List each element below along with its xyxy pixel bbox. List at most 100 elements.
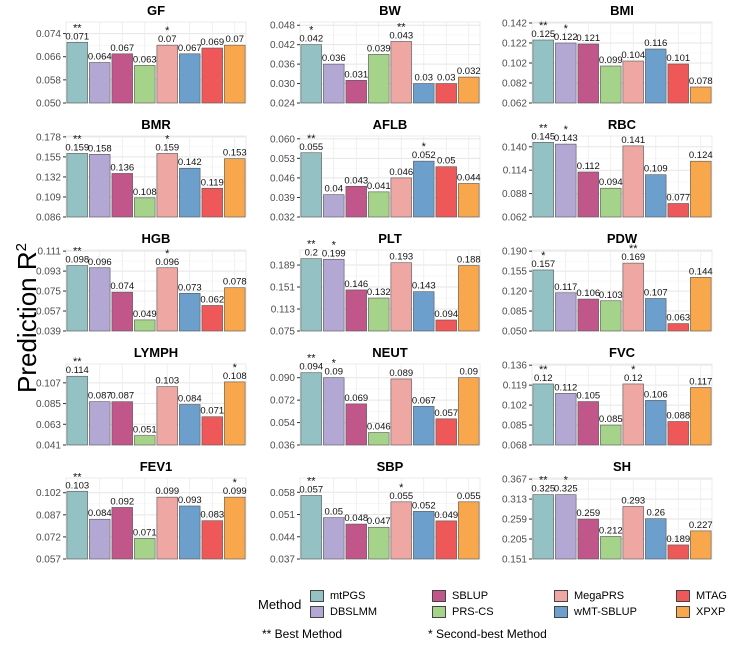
bar-neut-mtpgs bbox=[300, 372, 322, 446]
data-label: 0.071 bbox=[133, 527, 157, 538]
y-tick-label: 0.050 bbox=[502, 327, 527, 338]
y-tick-label: 0.041 bbox=[36, 441, 61, 452]
bar-gf-xpxp bbox=[224, 44, 246, 104]
data-label: 0.03 bbox=[437, 73, 456, 84]
y-tick-label: 0.088 bbox=[502, 189, 527, 200]
bar-bmr-mtpgs bbox=[66, 153, 88, 218]
legend-item-megaprs: MegaPRS bbox=[554, 588, 676, 604]
data-label: 0.104 bbox=[621, 50, 645, 61]
data-label: 0.227 bbox=[689, 520, 713, 531]
significance-marker: * bbox=[233, 362, 238, 374]
data-label: 0.112 bbox=[577, 161, 600, 172]
y-tick-label: 0.072 bbox=[270, 396, 295, 407]
significance-marker: ** bbox=[307, 239, 316, 251]
bar-pdw-mtpgs bbox=[532, 269, 554, 332]
significance-marker: ** bbox=[629, 243, 638, 255]
bar-bw-mtag bbox=[435, 83, 457, 104]
panel-title: LYMPH bbox=[134, 345, 178, 360]
y-tick-label: 0.050 bbox=[36, 99, 61, 110]
data-label: 0.122 bbox=[554, 32, 578, 43]
bar-hgb-dbslmm bbox=[89, 267, 111, 332]
bar-plt-wmt-sblup bbox=[413, 291, 435, 332]
legend-item-prs-cs: PRS-CS bbox=[432, 604, 554, 620]
legend-item-mtag: MTAG bbox=[676, 588, 747, 604]
data-label: 0.032 bbox=[457, 66, 481, 77]
data-label: 0.071 bbox=[65, 31, 89, 42]
data-label: 0.106 bbox=[576, 288, 600, 299]
data-label: 0.158 bbox=[88, 143, 112, 154]
data-label: 0.088 bbox=[666, 411, 690, 422]
data-label: 0.117 bbox=[689, 376, 712, 387]
data-label: 0.105 bbox=[576, 391, 600, 402]
y-axis-title: Prediction R2 bbox=[12, 243, 42, 393]
bar-gf-wmt-sblup bbox=[179, 53, 201, 104]
y-tick-label: 0.075 bbox=[270, 327, 295, 338]
bar-bmr-xpxp bbox=[224, 158, 246, 218]
y-tick-label: 0.062 bbox=[502, 99, 527, 110]
data-label: 0.098 bbox=[65, 255, 89, 266]
panel-rbc: 0.062 0.088 0.114 0.140 0.145** 0.143* 0.112 0.… bbox=[502, 117, 713, 224]
bar-bmi-xpxp bbox=[690, 86, 712, 104]
significance-marker: ** bbox=[539, 122, 548, 134]
significance-marker: ** bbox=[307, 133, 316, 145]
y-tick-label: 0.036 bbox=[270, 441, 295, 452]
bar-sbp-mtpgs bbox=[300, 495, 322, 560]
panel-title: BMR bbox=[141, 117, 171, 132]
legend-label: SBLUP bbox=[452, 590, 489, 602]
significance-marker: * bbox=[541, 250, 546, 262]
data-label: 0.112 bbox=[554, 382, 577, 393]
bar-fvc-wmt-sblup bbox=[645, 400, 667, 446]
panel-pdw: 0.0500.0850.1200.1550.1900.157*0.1170.10… bbox=[502, 231, 713, 338]
data-label: 0.132 bbox=[367, 287, 391, 298]
bar-sh-megaprs bbox=[622, 506, 644, 560]
bar-gf-dbslmm bbox=[89, 62, 111, 104]
data-label: 0.041 bbox=[367, 181, 391, 192]
significance-marker: * bbox=[399, 482, 404, 494]
y-tick-label: 0.085 bbox=[36, 399, 61, 410]
data-label: 0.092 bbox=[110, 496, 134, 507]
bar-neut-dbslmm bbox=[323, 377, 345, 446]
data-label: 0.057 bbox=[299, 484, 323, 495]
y-tick-label: 0.066 bbox=[36, 52, 61, 63]
significance-marker: * bbox=[564, 23, 569, 35]
panel-title: SBP bbox=[377, 459, 404, 474]
bar-pdw-prs-cs bbox=[600, 300, 622, 332]
legend-title: Method bbox=[258, 597, 302, 612]
bar-plt-xpxp bbox=[458, 265, 480, 332]
data-label: 0.036 bbox=[322, 53, 346, 64]
bar-neut-wmt-sblup bbox=[413, 406, 435, 446]
bar-bw-sblup bbox=[345, 80, 367, 104]
data-label: 0.063 bbox=[133, 54, 157, 65]
y-tick-label: 0.057 bbox=[36, 307, 61, 318]
data-label: 0.067 bbox=[110, 43, 134, 54]
data-label: 0.055 bbox=[389, 491, 413, 502]
data-label: 0.094 bbox=[434, 309, 458, 320]
bar-bmi-mtpgs bbox=[532, 39, 554, 104]
y-tick-label: 0.190 bbox=[502, 247, 527, 258]
data-label: 0.109 bbox=[644, 164, 668, 175]
bar-fev1-mtpgs bbox=[66, 490, 88, 560]
panel-title: BMI bbox=[610, 3, 634, 18]
bar-lymph-mtag bbox=[201, 416, 223, 446]
bar-plt-dbslmm bbox=[323, 258, 345, 332]
significance-marker: ** bbox=[73, 356, 82, 368]
bar-plt-megaprs bbox=[390, 262, 412, 332]
bar-fev1-sblup bbox=[111, 507, 133, 560]
data-label: 0.094 bbox=[599, 177, 623, 188]
y-tick-label: 0.102 bbox=[502, 59, 527, 70]
legend-swatch bbox=[432, 590, 446, 602]
data-label: 0.078 bbox=[223, 277, 247, 288]
significance-marker: ** bbox=[397, 21, 406, 33]
data-label: 0.169 bbox=[621, 252, 645, 263]
data-label: 0.259 bbox=[576, 508, 600, 519]
y-tick-label: 0.058 bbox=[36, 75, 61, 86]
data-label: 0.07 bbox=[226, 34, 245, 45]
bar-bw-xpxp bbox=[458, 76, 480, 104]
y-tick-label: 0.042 bbox=[270, 40, 295, 51]
bar-hgb-megaprs bbox=[156, 267, 178, 332]
data-label: 0.199 bbox=[322, 248, 346, 259]
significance-marker: ** bbox=[73, 246, 82, 258]
